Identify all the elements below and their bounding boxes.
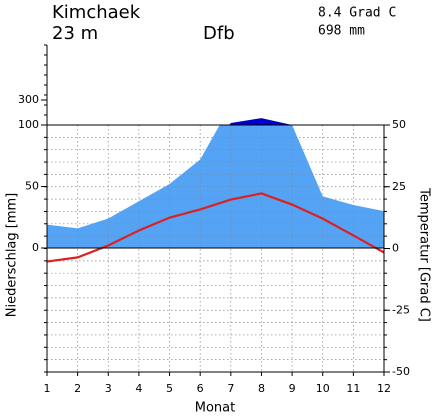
y2-tick-label: 50	[392, 118, 406, 131]
annual-precipitation: 698 mm	[318, 24, 365, 39]
climate-class: Dfb	[203, 23, 235, 44]
y-tick-label: 50	[25, 180, 39, 193]
x-tick-label: 8	[258, 382, 265, 395]
y-tick-label: 300	[18, 93, 39, 106]
x-tick-label: 10	[316, 382, 330, 395]
y2-tick-label: 0	[392, 242, 399, 255]
x-tick-label: 2	[74, 382, 81, 395]
y-tick-label: 0	[32, 241, 39, 254]
x-tick-label: 4	[135, 382, 142, 395]
elevation: 23 m	[52, 23, 98, 44]
x-tick-label: 1	[44, 382, 51, 395]
chart-title: Kimchaek	[52, 2, 141, 23]
x-tick-label: 11	[346, 382, 360, 395]
y2-tick-label: -25	[392, 303, 410, 316]
y-tick-label: 100	[18, 118, 39, 131]
precipitation-area	[47, 125, 384, 248]
y-axis-label: Niederschlag [mm]	[5, 193, 20, 318]
x-tick-label: 5	[166, 382, 173, 395]
x-tick-label: 7	[227, 382, 234, 395]
x-tick-label: 9	[289, 382, 296, 395]
x-tick-label: 3	[105, 382, 112, 395]
x-tick-label: 6	[197, 382, 204, 395]
y2-axis-label: Temperatur [Grad C]	[417, 187, 432, 322]
y2-tick-label: -50	[392, 365, 410, 378]
mean-temperature: 8.4 Grad C	[318, 6, 396, 21]
y2-tick-label: 25	[392, 180, 406, 193]
x-axis-label: Monat	[195, 401, 235, 416]
x-tick-label: 12	[377, 382, 391, 395]
